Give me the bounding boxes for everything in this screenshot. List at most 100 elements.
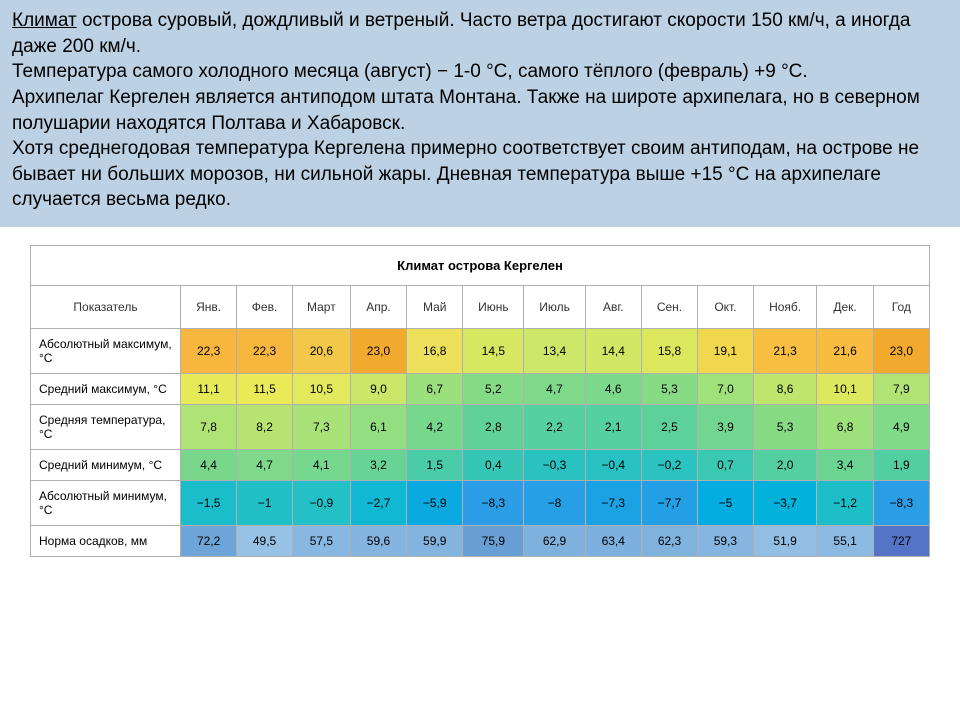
data-cell: −5,9	[407, 481, 463, 526]
column-header-month: Год	[873, 286, 929, 329]
column-header-month: Нояб.	[753, 286, 817, 329]
data-cell: 11,1	[181, 374, 237, 405]
row-label: Средний минимум, °C	[31, 450, 181, 481]
data-cell: −1,2	[817, 481, 873, 526]
table-row: Средний максимум, °C11,111,510,59,06,75,…	[31, 374, 930, 405]
table-row: Норма осадков, мм72,249,557,559,659,975,…	[31, 526, 930, 557]
data-cell: 4,6	[585, 374, 641, 405]
data-cell: 72,2	[181, 526, 237, 557]
row-label: Средняя температура, °C	[31, 405, 181, 450]
column-header-month: Окт.	[698, 286, 754, 329]
data-cell: 3,2	[350, 450, 406, 481]
data-cell: 4,1	[292, 450, 350, 481]
data-cell: 727	[873, 526, 929, 557]
data-cell: 59,6	[350, 526, 406, 557]
data-cell: −1	[237, 481, 293, 526]
data-cell: 51,9	[753, 526, 817, 557]
data-cell: 8,6	[753, 374, 817, 405]
climate-table-wrap: Климат острова Кергелен ПоказательЯнв.Фе…	[0, 227, 960, 557]
data-cell: 10,1	[817, 374, 873, 405]
column-header-month: Июль	[524, 286, 585, 329]
table-row: Средний минимум, °C4,44,74,13,21,50,4−0,…	[31, 450, 930, 481]
table-row: Абсолютный максимум, °C22,322,320,623,01…	[31, 329, 930, 374]
data-cell: 6,1	[350, 405, 406, 450]
data-cell: −5	[698, 481, 754, 526]
table-caption-row: Климат острова Кергелен	[31, 246, 930, 286]
data-cell: 7,8	[181, 405, 237, 450]
data-cell: −0,2	[641, 450, 697, 481]
data-cell: −2,7	[350, 481, 406, 526]
data-cell: 5,3	[753, 405, 817, 450]
data-cell: 4,7	[524, 374, 585, 405]
table-header-row: ПоказательЯнв.Фев.МартАпр.МайИюньИюльАвг…	[31, 286, 930, 329]
data-cell: 62,9	[524, 526, 585, 557]
data-cell: 1,9	[873, 450, 929, 481]
data-cell: 4,7	[237, 450, 293, 481]
data-cell: 9,0	[350, 374, 406, 405]
data-cell: 7,3	[292, 405, 350, 450]
column-header-month: Июнь	[463, 286, 524, 329]
data-cell: 2,1	[585, 405, 641, 450]
data-cell: 55,1	[817, 526, 873, 557]
data-cell: 23,0	[350, 329, 406, 374]
data-cell: 11,5	[237, 374, 293, 405]
data-cell: 22,3	[181, 329, 237, 374]
data-cell: 15,8	[641, 329, 697, 374]
data-cell: 1,5	[407, 450, 463, 481]
data-cell: 62,3	[641, 526, 697, 557]
column-header-month: Авг.	[585, 286, 641, 329]
data-cell: 21,6	[817, 329, 873, 374]
data-cell: −1,5	[181, 481, 237, 526]
data-cell: 6,7	[407, 374, 463, 405]
data-cell: 2,0	[753, 450, 817, 481]
row-label: Норма осадков, мм	[31, 526, 181, 557]
row-label: Абсолютный минимум, °C	[31, 481, 181, 526]
data-cell: 5,2	[463, 374, 524, 405]
data-cell: 4,2	[407, 405, 463, 450]
table-row: Абсолютный минимум, °C−1,5−1−0,9−2,7−5,9…	[31, 481, 930, 526]
data-cell: 49,5	[237, 526, 293, 557]
data-cell: 19,1	[698, 329, 754, 374]
intro-p1-rest: острова суровый, дождливый и ветреный. Ч…	[12, 10, 910, 57]
intro-p1: Климат острова суровый, дождливый и ветр…	[12, 8, 948, 59]
data-cell: −0,9	[292, 481, 350, 526]
data-cell: 14,5	[463, 329, 524, 374]
data-cell: 59,9	[407, 526, 463, 557]
data-cell: −0,4	[585, 450, 641, 481]
column-header-month: Март	[292, 286, 350, 329]
data-cell: 22,3	[237, 329, 293, 374]
data-cell: −3,7	[753, 481, 817, 526]
intro-p2: Температура самого холодного месяца (авг…	[12, 59, 948, 85]
data-cell: 16,8	[407, 329, 463, 374]
data-cell: −8,3	[873, 481, 929, 526]
data-cell: 0,4	[463, 450, 524, 481]
data-cell: −0,3	[524, 450, 585, 481]
data-cell: 5,3	[641, 374, 697, 405]
data-cell: 10,5	[292, 374, 350, 405]
intro-p3: Архипелаг Кергелен является антиподом шт…	[12, 85, 948, 136]
row-label: Абсолютный максимум, °C	[31, 329, 181, 374]
data-cell: 0,7	[698, 450, 754, 481]
data-cell: 4,9	[873, 405, 929, 450]
data-cell: 20,6	[292, 329, 350, 374]
data-cell: 59,3	[698, 526, 754, 557]
row-label: Средний максимум, °C	[31, 374, 181, 405]
column-header-month: Янв.	[181, 286, 237, 329]
data-cell: 57,5	[292, 526, 350, 557]
data-cell: 6,8	[817, 405, 873, 450]
intro-text-block: Климат острова суровый, дождливый и ветр…	[0, 0, 960, 227]
data-cell: −7,7	[641, 481, 697, 526]
table-row: Средняя температура, °C7,88,27,36,14,22,…	[31, 405, 930, 450]
data-cell: 21,3	[753, 329, 817, 374]
data-cell: −8	[524, 481, 585, 526]
data-cell: 63,4	[585, 526, 641, 557]
data-cell: 2,5	[641, 405, 697, 450]
intro-p4: Хотя среднегодовая температура Кергелена…	[12, 136, 948, 213]
data-cell: 2,2	[524, 405, 585, 450]
data-cell: −8,3	[463, 481, 524, 526]
data-cell: 14,4	[585, 329, 641, 374]
table-title: Климат острова Кергелен	[31, 246, 930, 286]
data-cell: 7,0	[698, 374, 754, 405]
intro-keyword: Климат	[12, 10, 77, 31]
data-cell: 75,9	[463, 526, 524, 557]
